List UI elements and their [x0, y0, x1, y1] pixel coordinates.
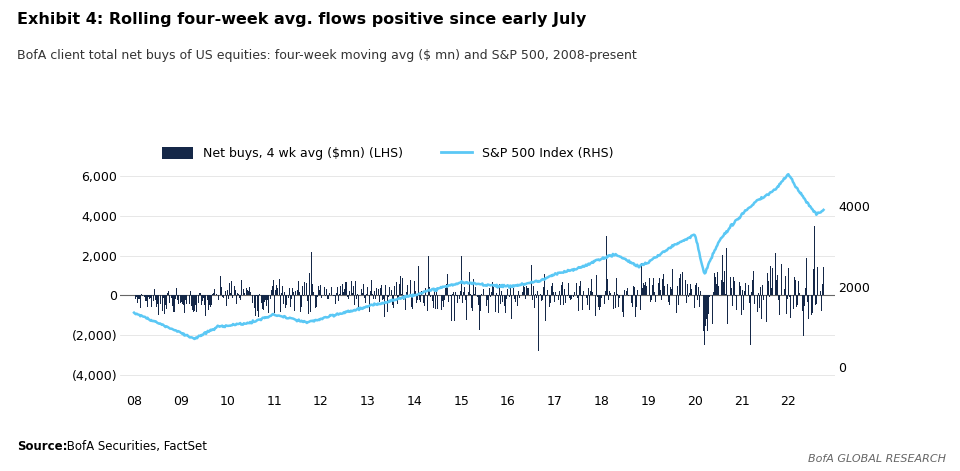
Text: Source:: Source: — [17, 440, 68, 453]
Text: BofA Securities, FactSet: BofA Securities, FactSet — [63, 440, 207, 453]
Text: Exhibit 4: Rolling four-week avg. flows positive since early July: Exhibit 4: Rolling four-week avg. flows … — [17, 12, 587, 27]
Text: BofA GLOBAL RESEARCH: BofA GLOBAL RESEARCH — [807, 454, 946, 464]
Legend: Net buys, 4 wk avg ($mn) (LHS), S&P 500 Index (RHS): Net buys, 4 wk avg ($mn) (LHS), S&P 500 … — [162, 147, 613, 160]
Text: BofA client total net buys of US equities: four-week moving avg ($ mn) and S&P 5: BofA client total net buys of US equitie… — [17, 49, 637, 63]
